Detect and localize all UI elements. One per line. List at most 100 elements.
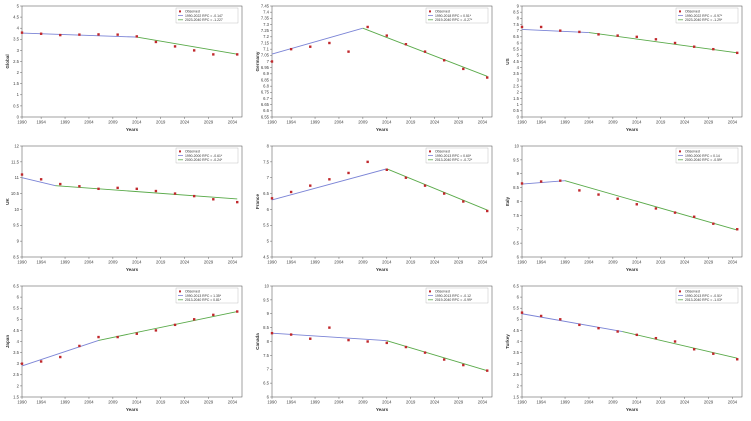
observed-point <box>173 323 177 327</box>
observed-point <box>423 50 427 53</box>
y-axis-title: Japan <box>5 335 10 348</box>
observed-point <box>192 194 196 198</box>
y-tick-label: 6.95 <box>261 65 270 70</box>
x-tick-label: 2019 <box>656 400 666 405</box>
x-tick-label: 1999 <box>560 400 570 405</box>
y-tick-label: 7.3 <box>263 22 269 27</box>
x-tick-label: 2024 <box>180 400 190 405</box>
observed-point <box>59 33 62 37</box>
legend-label: 1990-2013 RPC = 0.60* <box>435 154 472 158</box>
x-tick-label: 2019 <box>656 260 666 265</box>
observed-point <box>366 25 369 29</box>
y-tick-label: 9.5 <box>13 223 19 228</box>
x-tick-label: 2034 <box>478 400 488 405</box>
x-tick-label: 2009 <box>608 400 618 405</box>
observed-point <box>78 344 81 348</box>
x-tick-label: 1990 <box>17 400 27 405</box>
y-tick-label: 4.5 <box>13 15 19 20</box>
observed-point <box>423 351 427 354</box>
x-tick-label: 2014 <box>132 120 142 125</box>
fit-segment-2 <box>386 168 488 211</box>
x-axis-title: Years <box>126 127 139 132</box>
fit-segment-2 <box>622 331 738 359</box>
observed-point <box>309 337 312 340</box>
legend-box <box>175 287 239 304</box>
y-tick-label: 6.5 <box>263 191 269 196</box>
legend-box <box>675 287 739 304</box>
fit-segment-2 <box>588 32 738 54</box>
x-tick-label: 1990 <box>517 260 527 265</box>
observed-point <box>539 180 543 183</box>
x-tick-label: 1990 <box>517 120 527 125</box>
observed-point <box>539 25 543 29</box>
observed-point <box>309 184 312 187</box>
observed-point <box>578 323 581 327</box>
y-axis-title: UK <box>5 198 10 205</box>
y-tick-label: 7 <box>267 59 270 64</box>
x-tick-label: 2004 <box>84 400 94 405</box>
observed-point <box>597 33 600 36</box>
y-tick-label: 8 <box>267 339 270 344</box>
observed-point <box>486 209 489 213</box>
observed-point <box>135 35 138 38</box>
x-tick-label: 2019 <box>406 120 416 125</box>
observed-point <box>486 76 489 79</box>
chart-svg: 6 6.5 7 7.5 8 8.5 9 9.5 10 1990 1994 1999 2004 2009 20… <box>255 283 493 412</box>
x-tick-label: 2034 <box>228 400 238 405</box>
observed-point <box>59 182 62 186</box>
x-tick-label: 2029 <box>704 400 714 405</box>
y-tick-label: 6.55 <box>261 114 270 119</box>
y-tick-label: 8.5 <box>513 10 519 15</box>
observed-point <box>559 318 562 321</box>
observed-point <box>462 200 465 203</box>
observed-point <box>654 207 658 210</box>
observed-point <box>20 173 24 176</box>
chart-panel-us: 0 0.5 1 1.5 2 2.5 3 3.5 4 4.5 5 5.5 6 6.5 7 7.5 8 8.5 9 199… <box>500 0 750 140</box>
y-tick-label: 7.5 <box>513 213 519 218</box>
observed-point <box>289 333 293 336</box>
observed-point <box>736 228 739 231</box>
legend-label: Observed <box>435 9 450 13</box>
observed-point <box>520 182 524 185</box>
observed-point <box>116 33 119 36</box>
fit-segment-1 <box>521 28 589 33</box>
observed-point <box>212 198 215 201</box>
legend-label: 1990-2000 RPC = -0.61* <box>185 154 223 158</box>
chart-svg: 4.5 5 5.5 6 6.5 7 7.5 8 1990 1994 1999 2004 2009 2014… <box>255 143 493 272</box>
observed-point <box>578 189 581 192</box>
fit-segment-2 <box>564 180 738 231</box>
x-tick-label: 2004 <box>334 400 344 405</box>
observed-point <box>692 45 696 48</box>
x-tick-label: 2004 <box>334 260 344 265</box>
observed-point <box>673 340 677 343</box>
y-tick-label: 1.5 <box>513 96 519 101</box>
fit-segment-2 <box>98 311 238 341</box>
y-tick-label: 3.5 <box>13 350 19 355</box>
legend-label: Observed <box>685 289 700 293</box>
chart-svg: 00.511.522.5 33.544.555.5 66.577.588.5 9 199… <box>505 3 743 132</box>
y-tick-label: 3.5 <box>513 71 519 76</box>
fit-segment-1 <box>521 313 623 332</box>
x-tick-label: 2029 <box>454 120 464 125</box>
observed-point <box>236 53 239 56</box>
y-tick-label: 6.9 <box>263 71 269 76</box>
observed-point <box>97 187 100 191</box>
y-tick-label: 3.5 <box>13 37 19 42</box>
y-tick-label: 12 <box>14 143 19 148</box>
chart-panel-uk: 8.5 9 9.5 10 10.5 11 11.5 12 1990 1994 1999 2004 200… <box>0 140 250 280</box>
y-tick-label: 8.5 <box>513 185 519 190</box>
observed-point <box>192 318 196 321</box>
legend-label: 1990-2013 RPC = -0.51* <box>685 294 723 298</box>
y-tick-label: 6.6 <box>263 108 269 113</box>
y-tick-label: 7.05 <box>261 53 270 58</box>
legend-label: Observed <box>685 9 700 13</box>
x-tick-label: 2029 <box>204 120 214 125</box>
y-tick-label: 8 <box>267 143 270 148</box>
x-tick-label: 2029 <box>704 120 714 125</box>
legend-label: Observed <box>185 9 200 13</box>
x-tick-label: 2009 <box>108 260 118 265</box>
x-axis-title: Years <box>626 127 639 132</box>
fit-segment-1 <box>21 177 56 187</box>
legend-label: 1990-2018 RPC = 0.51* <box>435 14 472 18</box>
observed-point <box>78 33 81 36</box>
